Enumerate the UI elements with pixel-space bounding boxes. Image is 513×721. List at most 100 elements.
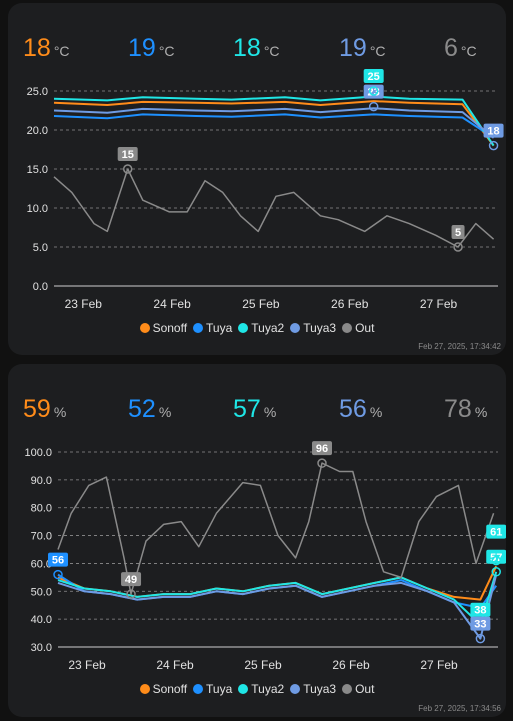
stat-sonoff[interactable]: 18 °C [23, 33, 70, 63]
data-label-bg [486, 524, 506, 539]
legend-label: Sonoff [152, 321, 188, 335]
y-tick-label: 5.0 [33, 242, 48, 254]
stat-value: 57 [233, 395, 261, 423]
legend-item-out[interactable]: Out [342, 682, 374, 696]
data-label: 49 [125, 574, 137, 586]
legend-item-tuya[interactable]: Tuya [193, 682, 232, 696]
stat-unit: % [53, 404, 67, 420]
y-axis: 30.0 40.0 50.0 60.0 70.0 80.0 90.0 100.0 [24, 447, 498, 654]
marker-tuya3 [488, 140, 499, 151]
series-line-out [57, 462, 495, 595]
legend-item-out[interactable]: Out [342, 321, 374, 335]
legend-item-tuya3[interactable]: Tuya3 [290, 682, 336, 696]
legend-swatch [139, 323, 150, 333]
data-label-bg [121, 572, 142, 587]
series-line-tuya [53, 113, 495, 139]
legend-item-sonoff[interactable]: Sonoff [139, 321, 188, 335]
temperature-legend: Sonoff Tuya Tuya2 Tuya3 Out [8, 321, 506, 335]
stat-unit: °C [53, 43, 70, 59]
stat-tuya3[interactable]: 19 °C [339, 33, 386, 63]
marker-tuya [53, 569, 63, 580]
series-line-tuya3 [53, 107, 495, 139]
marker-out [122, 164, 133, 174]
legend-swatch [342, 684, 353, 694]
marker-out [317, 458, 327, 468]
series-line-tuya2 [53, 95, 495, 147]
stat-tuya2[interactable]: 57% [233, 394, 276, 424]
stat-unit: °C [263, 43, 280, 59]
stat-value: 52 [128, 395, 156, 423]
stat-sonoff[interactable]: 59% [23, 394, 66, 424]
marker-tuya2 [491, 567, 501, 577]
stat-unit: % [158, 404, 172, 420]
stat-tuya3[interactable]: 56% [339, 394, 382, 424]
stat-unit: % [369, 404, 383, 420]
humidity-stats: 59% 52% 57% 56% 78% [8, 394, 506, 430]
data-label: 5 [455, 227, 461, 239]
y-tick-label: 20.0 [27, 125, 48, 137]
data-label: 38 [474, 605, 486, 617]
x-tick-label: 27 Feb [420, 658, 458, 672]
data-label: 56 [52, 555, 64, 567]
series-line-out [53, 168, 495, 248]
y-tick-label: 25.0 [27, 86, 48, 98]
y-tick-label: 50.0 [31, 586, 52, 598]
x-tick-label: 27 Feb [420, 297, 458, 311]
legend-swatch [238, 323, 249, 333]
legend-swatch [342, 323, 353, 333]
legend-swatch [193, 323, 204, 333]
temperature-stats: 18 °C 19 °C 18 °C 19 °C 6 °C [8, 33, 506, 69]
y-tick-label: 80.0 [31, 503, 52, 515]
legend-swatch [193, 684, 204, 694]
humidity-legend: Sonoff Tuya Tuya2 Tuya3 Out [8, 682, 506, 696]
stat-unit: °C [460, 43, 477, 59]
stat-unit: % [474, 404, 488, 420]
legend-label: Tuya [206, 682, 233, 696]
legend-label: Tuya3 [303, 682, 337, 696]
stat-tuya[interactable]: 52% [128, 394, 171, 424]
legend-swatch [290, 323, 301, 333]
stat-tuya[interactable]: 19 °C [128, 33, 175, 63]
stat-unit: % [263, 404, 277, 420]
stat-out[interactable]: 6 °C [444, 33, 477, 63]
x-tick-label: 24 Feb [153, 297, 191, 311]
y-tick-label: 40.0 [31, 614, 52, 626]
legend-item-sonoff[interactable]: Sonoff [139, 682, 188, 696]
y-tick-label: 15.0 [27, 164, 48, 176]
legend-item-tuya3[interactable]: Tuya3 [290, 321, 336, 335]
stat-value: 18 [23, 34, 51, 62]
series-line-tuya3 [57, 574, 498, 640]
data-label: 96 [316, 443, 328, 455]
legend-label: Tuya [206, 321, 233, 335]
marker-tuya3 [475, 633, 486, 644]
x-tick-label: 24 Feb [156, 658, 194, 672]
data-label-bg [312, 441, 332, 456]
legend-label: Out [355, 321, 375, 335]
stat-value: 18 [233, 34, 261, 62]
data-label: 18 [487, 126, 499, 138]
temperature-card: 18 °C 19 °C 18 °C 19 °C 6 °C 0.0 5.0 10.0 15.0 20… [8, 3, 506, 355]
x-tick-label: 23 Feb [68, 658, 106, 672]
stat-tuya2[interactable]: 18 °C [233, 33, 280, 63]
x-axis: 23 Feb 24 Feb 25 Feb 26 Feb 27 Feb [68, 658, 458, 672]
legend-item-tuya2[interactable]: Tuya2 [238, 321, 284, 335]
data-label: 61 [490, 527, 502, 539]
data-label: 15 [122, 149, 134, 161]
x-axis: 23 Feb 24 Feb 25 Feb 26 Feb 27 Feb [65, 297, 458, 311]
data-label-bg [48, 552, 68, 567]
data-label-bg [451, 225, 465, 239]
y-tick-label: 0.0 [33, 281, 48, 293]
legend-item-tuya[interactable]: Tuya [193, 321, 232, 335]
legend-swatch [238, 684, 249, 694]
y-tick-label: 30.0 [31, 642, 52, 654]
timestamp: Feb 27, 2025, 17:34:56 [418, 704, 501, 713]
marker-tuya3 [368, 101, 379, 112]
data-label-bg [470, 616, 491, 631]
stat-value: 6 [444, 34, 458, 62]
stat-out[interactable]: 78% [444, 394, 487, 424]
legend-item-tuya2[interactable]: Tuya2 [238, 682, 284, 696]
temperature-chart[interactable]: 0.0 5.0 10.0 15.0 20.0 25.0 23 Feb 24 Feb 25 Feb… [8, 3, 506, 355]
legend-label: Out [355, 682, 375, 696]
legend-label: Sonoff [152, 682, 188, 696]
